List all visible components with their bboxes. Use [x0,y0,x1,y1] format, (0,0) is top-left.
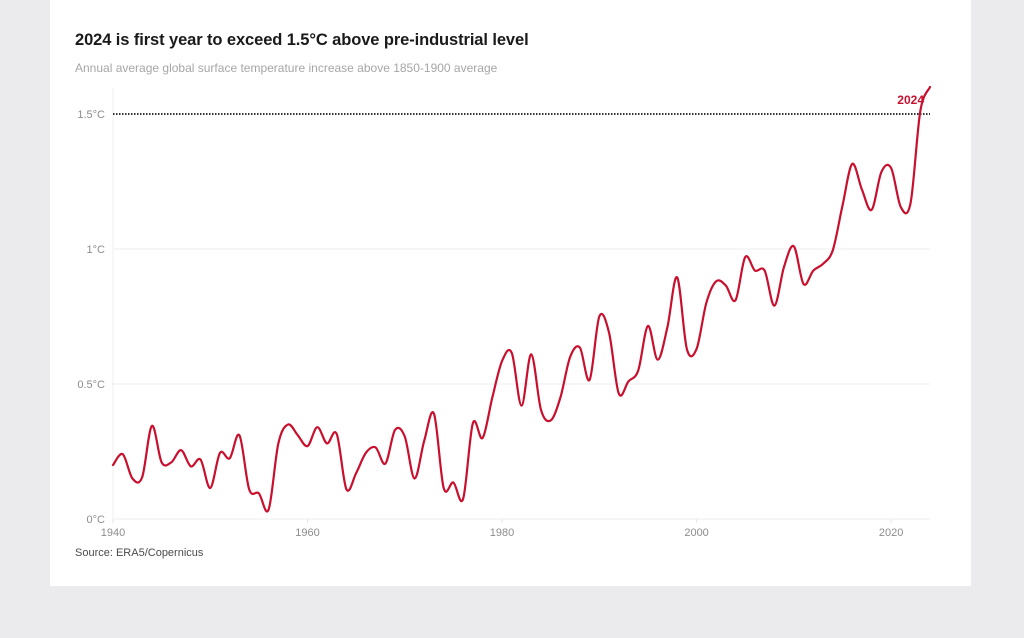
x-tick-label: 2020 [879,527,903,539]
series-group [111,85,932,513]
y-tick-label: 1.5°C [77,109,105,121]
y-axis: 0°C 0.5°C 1°C 1.5°C [77,109,105,526]
x-tick-label: 2000 [684,527,708,539]
x-tick-label: 1980 [490,527,514,539]
x-tick-label: 1960 [295,527,319,539]
x-axis: 1940 1960 1980 2000 2020 [101,519,903,539]
y-tick-label: 0°C [87,514,106,526]
y-tick-label: 1°C [87,244,106,256]
annotation-2024-label: 2024 [897,93,924,107]
chart-subtitle: Annual average global surface temperatur… [75,61,498,75]
chart-title: 2024 is first year to exceed 1.5°C above… [75,31,529,49]
temperature-series-line [111,85,932,513]
chart-source: Source: ERA5/Copernicus [75,547,204,559]
chart-card: 2024 is first year to exceed 1.5°C above… [50,0,971,586]
annotation-group: 2024 [897,93,924,107]
x-tick-label: 1940 [101,527,125,539]
line-chart: 0°C 0.5°C 1°C 1.5°C 1940 1960 1980 2000 2020 20… [77,85,932,539]
gridlines [112,88,930,520]
y-tick-label: 0.5°C [77,379,105,391]
